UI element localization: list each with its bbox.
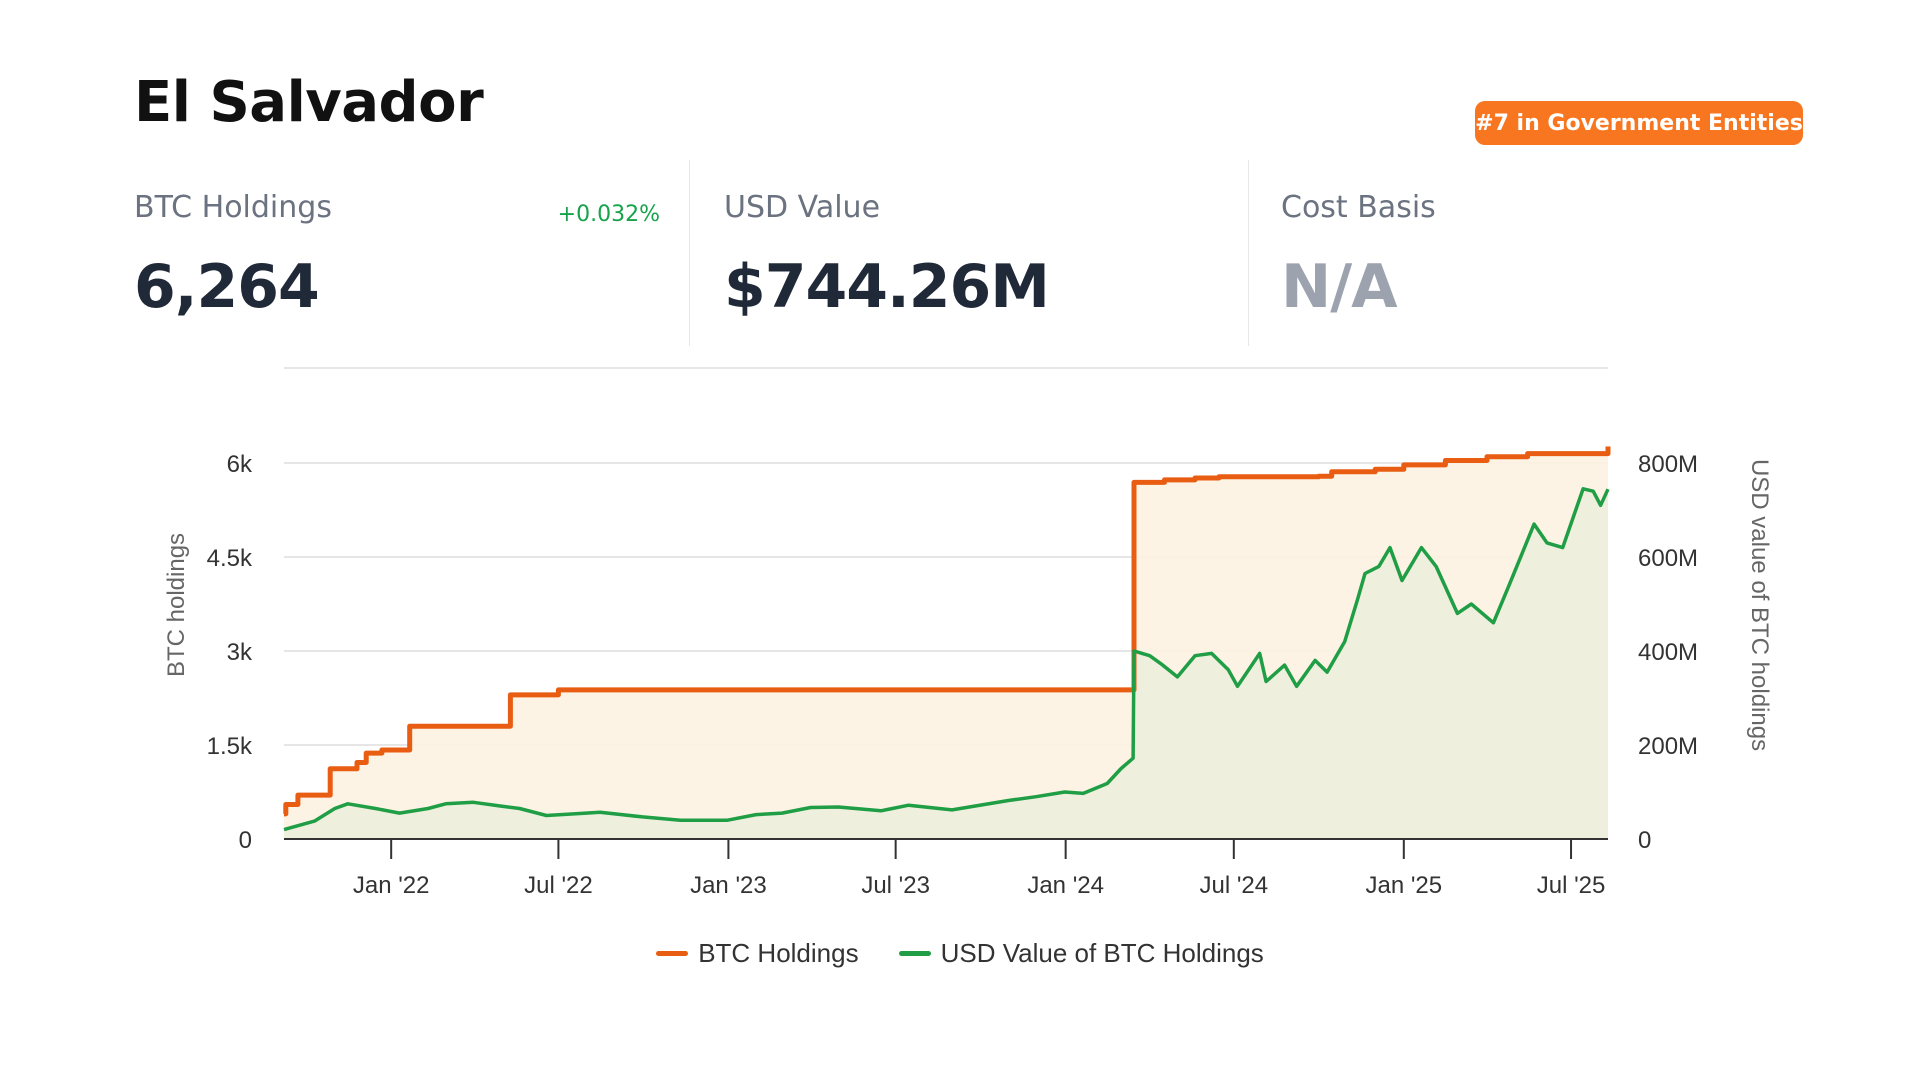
x-tick-label: Jan '22: [353, 872, 430, 899]
y-left-tick-label: 1.5k: [207, 733, 253, 760]
y-axis-left-title: BTC holdings: [163, 533, 190, 677]
y-left-tick-label: 0: [239, 827, 252, 854]
stat-cost-basis-value: N/A: [1281, 252, 1398, 322]
chart-lines[interactable]: [283, 446, 1611, 832]
stat-divider: [1248, 160, 1249, 346]
legend-label-btc: BTC Holdings: [698, 938, 859, 968]
stat-cost-basis: Cost Basis N/A: [1281, 160, 1781, 346]
x-tick-label: Jul '25: [1537, 872, 1606, 899]
x-tick-label: Jan '24: [1027, 872, 1104, 899]
stat-usd-value: USD Value $744.26M: [724, 160, 1224, 346]
x-tick-label: Jul '24: [1199, 872, 1268, 899]
y-left-tick-label: 4.5k: [207, 545, 253, 572]
usd-value-area: [284, 488, 1608, 839]
chart-legend: BTC Holdings USD Value of BTC Holdings: [0, 938, 1920, 969]
stat-divider: [689, 160, 690, 346]
legend-label-usd: USD Value of BTC Holdings: [940, 938, 1264, 968]
x-tick-label: Jan '25: [1365, 872, 1442, 899]
usd-value-line[interactable]: [283, 487, 1610, 832]
y-right-tick-label: 0: [1638, 827, 1651, 854]
stat-usd-value-label: USD Value: [724, 190, 881, 225]
legend-item-usd-value[interactable]: USD Value of BTC Holdings: [898, 938, 1264, 969]
legend-swatch-btc: [656, 951, 689, 956]
legend-swatch-usd: [898, 951, 931, 956]
y-right-tick-label: 400M: [1638, 639, 1698, 666]
y-left-tick-label: 3k: [227, 639, 253, 666]
stat-btc-holdings-value: 6,264: [134, 252, 320, 322]
stat-usd-value-value: $744.26M: [724, 252, 1050, 322]
stat-cost-basis-label: Cost Basis: [1281, 190, 1436, 225]
stat-btc-holdings-label: BTC Holdings: [134, 190, 332, 225]
y-left-tick-label: 6k: [227, 451, 253, 478]
y-right-tick-label: 200M: [1638, 733, 1698, 760]
y-right-tick-label: 800M: [1638, 451, 1698, 478]
y-axis-right-title: USD value of BTC holdings: [1746, 459, 1773, 751]
rank-badge[interactable]: #7 in Government Entities: [1475, 101, 1803, 145]
chart-axes: 0 1.5k 3k 4.5k 6k 0 200M 400M 600M 800M Jan '22 Jul…: [207, 451, 1698, 899]
x-tick-label: Jan '23: [690, 872, 767, 899]
x-tick-label: Jul '23: [861, 872, 930, 899]
page-title: El Salvador: [134, 70, 484, 135]
x-tick-label: Jul '22: [524, 872, 593, 899]
chart-areas: [284, 446, 1608, 839]
stat-btc-holdings-change: +0.032%: [557, 202, 660, 227]
stat-btc-holdings: BTC Holdings +0.032% 6,264: [134, 160, 660, 346]
legend-item-btc-holdings[interactable]: BTC Holdings: [656, 938, 859, 969]
btc-holdings-line[interactable]: [283, 446, 1611, 817]
y-right-tick-label: 600M: [1638, 545, 1698, 572]
